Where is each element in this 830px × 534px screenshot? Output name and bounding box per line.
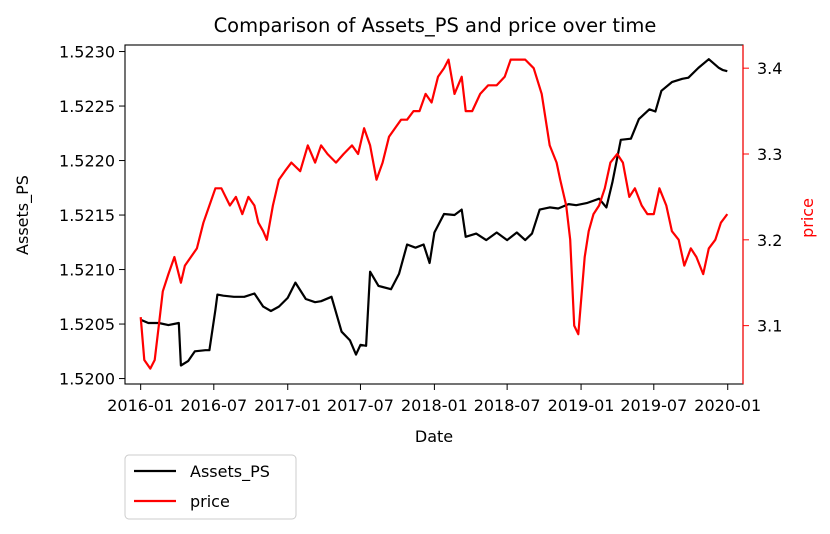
y-right-axis-label: price <box>798 198 817 238</box>
x-tick-label: 2017-01 <box>254 396 321 415</box>
y-right-tick-label: 3.2 <box>757 231 782 250</box>
y-left-tick-label: 1.5205 <box>59 315 115 334</box>
legend: Assets_PS price <box>124 454 297 520</box>
y-left-tick-label: 1.5200 <box>59 370 115 389</box>
y-left-tick-label: 1.5210 <box>59 261 115 280</box>
series-line-assets-ps <box>140 58 728 367</box>
y-left-axis: 1.5200 1.5205 1.5210 1.5215 1.5220 1.5225 1.52… <box>59 43 125 389</box>
y-right-tick-label: 3.1 <box>757 317 782 336</box>
legend-label-price: price <box>190 492 230 511</box>
x-tick-label: 2018-07 <box>474 396 541 415</box>
plot-lines <box>139 58 729 370</box>
y-left-tick-label: 1.5225 <box>59 97 115 116</box>
x-tick-label: 2016-07 <box>180 396 247 415</box>
y-left-axis-label: Assets_PS <box>13 175 33 255</box>
x-axis: 2016-01 2016-07 2017-01 2017-07 2018-01 2018-… <box>107 384 761 415</box>
y-left-tick-label: 1.5230 <box>59 43 115 62</box>
x-tick-label: 2017-07 <box>327 396 394 415</box>
y-left-tick-label: 1.5220 <box>59 152 115 171</box>
y-right-tick-label: 3.3 <box>757 145 782 164</box>
y-right-tick-label: 3.4 <box>757 59 782 78</box>
x-tick-label: 2018-01 <box>401 396 468 415</box>
x-axis-label: Date <box>415 427 453 446</box>
x-tick-label: 2019-07 <box>620 396 687 415</box>
x-tick-label: 2019-01 <box>548 396 615 415</box>
x-tick-label: 2020-01 <box>694 396 761 415</box>
chart-title: Comparison of Assets_PS and price over t… <box>214 14 657 37</box>
y-left-tick-label: 1.5215 <box>59 206 115 225</box>
legend-label-assets-ps: Assets_PS <box>190 462 270 482</box>
x-tick-label: 2016-01 <box>107 396 174 415</box>
y-right-axis: 3.1 3.2 3.3 3.4 <box>743 59 782 336</box>
series-line-price <box>139 58 729 370</box>
